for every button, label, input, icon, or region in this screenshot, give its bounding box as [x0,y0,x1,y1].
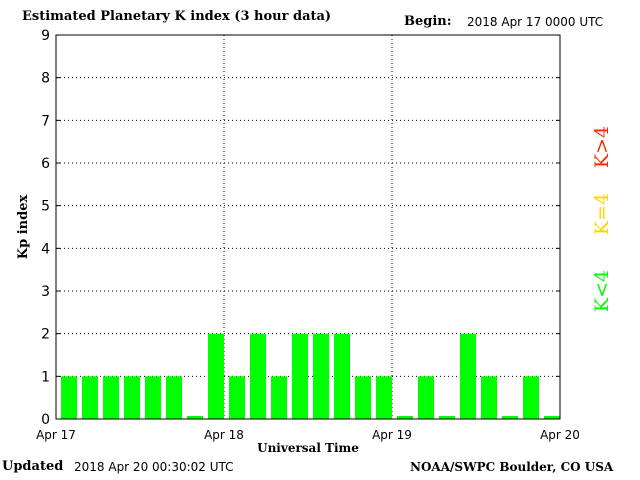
kp-bar [124,376,140,419]
kp-bar [481,376,497,419]
kp-bar [544,416,560,419]
kp-bar [376,376,392,419]
x-tick-label: Apr 20 [540,428,580,442]
begin-value: 2018 Apr 17 0000 UTC [467,15,604,29]
y-tick-label: 1 [41,369,50,385]
legend-label: K<4 [591,270,613,312]
kp-bar [523,376,539,419]
credit-text: NOAA/SWPC Boulder, CO USA [410,460,614,474]
legend-label: K>4 [591,126,613,168]
y-tick-label: 5 [41,199,50,215]
plot-frame [55,34,561,420]
bar-series [61,333,560,419]
begin-label: Begin: [404,14,452,29]
kp-bar [397,416,413,419]
chart-title: Estimated Planetary K index (3 hour data… [22,9,332,24]
kp-bar [82,376,98,419]
y-tick-label: 0 [41,412,50,428]
kp-bar [502,416,518,419]
kp-bar [187,416,203,419]
x-tick-label: Apr 18 [204,428,244,442]
y-tick-label: 9 [41,28,50,44]
y-tick-label: 7 [41,113,50,129]
y-axis-ticks: 0 1 2 3 4 5 6 7 8 9 [41,28,560,428]
x-tick-label: Apr 19 [372,428,412,442]
kp-bar [145,376,161,419]
kp-bar [292,333,308,419]
kp-bar [208,333,224,419]
kp-bar [460,333,476,419]
kp-bar [61,376,77,419]
kp-bar [166,376,182,419]
legend-label: K=4 [591,193,613,235]
updated-label: Updated [2,459,64,474]
kp-bar [229,376,245,419]
kp-bar [334,333,350,419]
x-axis-ticks: Apr 17 Apr 18 Apr 19 Apr 20 [36,428,580,442]
kp-bar [103,376,119,419]
updated-value: 2018 Apr 20 00:30:02 UTC [74,460,234,474]
kp-bar [439,416,455,419]
kp-bar [418,376,434,419]
x-tick-label: Apr 17 [36,428,76,442]
x-axis-label: Universal Time [257,441,359,455]
y-tick-label: 3 [41,284,50,300]
y-tick-label: 6 [41,156,50,172]
kp-bar [355,376,371,419]
y-tick-label: 4 [41,241,50,257]
kp-bar [271,376,287,419]
y-tick-label: 2 [41,327,50,343]
color-legend: K>4 K=4 K<4 [591,126,613,312]
y-axis-label: Kp index [16,195,31,260]
kp-bar [313,333,329,419]
y-tick-label: 8 [41,71,50,87]
kp-bar [250,333,266,419]
